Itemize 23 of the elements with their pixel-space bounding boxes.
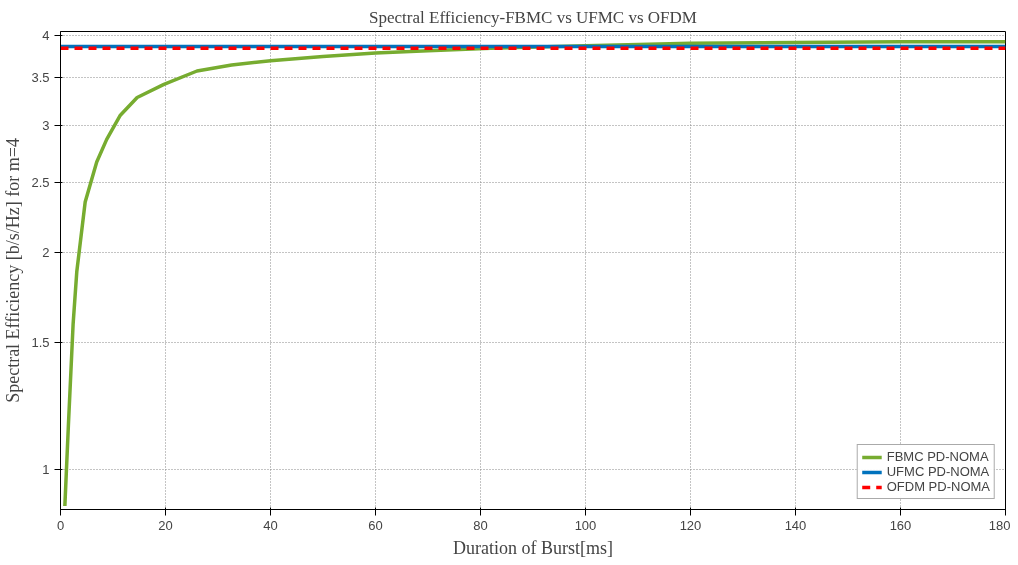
x-tick-label: 80 [473, 517, 488, 533]
x-tick-label: 40 [263, 517, 278, 533]
x-tick-label: 20 [158, 517, 173, 533]
y-axis-title: Spectral Efficiency [b/s/Hz] for m=4 [3, 138, 24, 403]
x-tick-label: 100 [574, 517, 597, 533]
chart-title: Spectral Efficiency-FBMC vs UFMC vs OFDM [369, 7, 697, 27]
y-tick-label: 2.5 [31, 175, 50, 191]
y-tick-label: 3.5 [31, 69, 50, 85]
legend-label: OFDM PD-NOMA [886, 479, 990, 494]
x-tick-label: 120 [679, 517, 702, 533]
y-tick-label: 4 [42, 27, 50, 43]
x-tick-label: 180 [988, 517, 1011, 533]
x-tick-label: 0 [56, 517, 65, 533]
legend-label: UFMC PD-NOMA [886, 464, 990, 479]
y-tick-label: 3 [42, 117, 50, 133]
x-tick-label: 160 [889, 517, 912, 533]
y-tick-label: 1.5 [31, 335, 50, 351]
y-tick-label: 2 [42, 244, 50, 260]
y-tick-label: 1 [42, 461, 50, 477]
legend-label: FBMC PD-NOMA [886, 449, 989, 464]
x-tick-label: 60 [368, 517, 383, 533]
x-tick-label: 140 [784, 517, 807, 533]
x-axis-title: Duration of Burst[ms] [453, 537, 613, 558]
